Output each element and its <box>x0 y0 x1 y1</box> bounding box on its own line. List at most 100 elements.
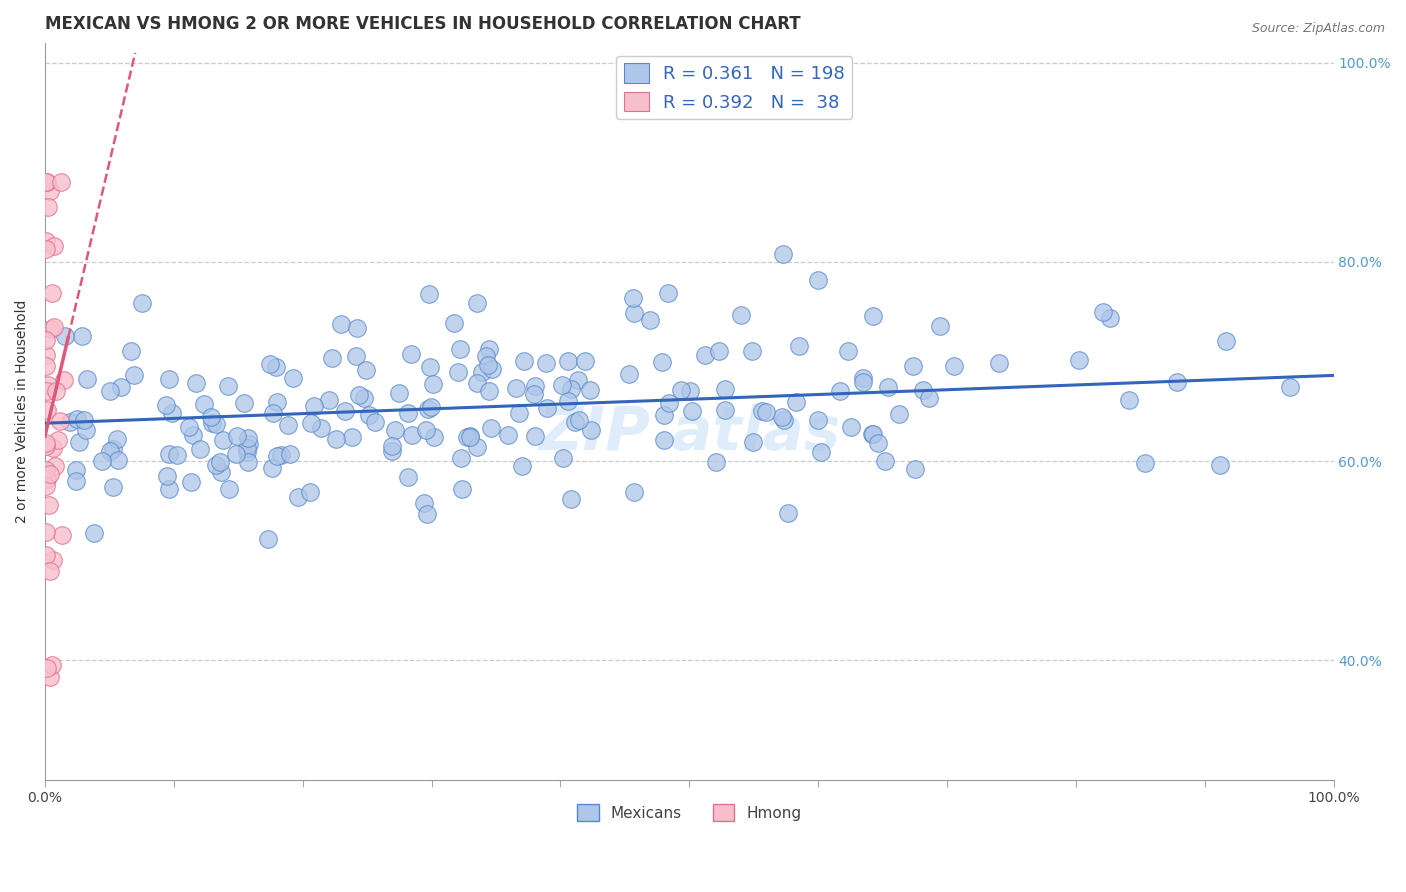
Point <box>156 469 179 483</box>
Point <box>344 349 367 363</box>
Point <box>83 526 105 541</box>
Point <box>551 378 574 392</box>
Point <box>458 429 481 443</box>
Point <box>184 376 207 391</box>
Point <box>401 428 423 442</box>
Point <box>1098 311 1121 326</box>
Point <box>807 413 830 427</box>
Point <box>217 379 239 393</box>
Point <box>505 381 527 395</box>
Point <box>342 430 364 444</box>
Point <box>238 436 260 450</box>
Point <box>852 376 875 390</box>
Point <box>35 175 58 189</box>
Point <box>770 409 793 424</box>
Point <box>124 368 146 383</box>
Point <box>73 413 96 427</box>
Text: ZIP atlas: ZIP atlas <box>538 404 841 463</box>
Point <box>704 455 727 469</box>
Point <box>302 399 325 413</box>
Point <box>211 434 233 448</box>
Point <box>225 446 247 460</box>
Point <box>873 454 896 468</box>
Point <box>262 406 284 420</box>
Point <box>1166 376 1188 390</box>
Point <box>45 384 67 399</box>
Point <box>70 329 93 343</box>
Point <box>413 496 436 510</box>
Point <box>553 450 575 465</box>
Point <box>465 376 488 391</box>
Point <box>166 448 188 462</box>
Point <box>467 296 489 310</box>
Point <box>157 483 180 497</box>
Point <box>623 484 645 499</box>
Point <box>887 407 910 421</box>
Point <box>37 661 59 675</box>
Point <box>1209 458 1232 472</box>
Point <box>419 359 441 374</box>
Point <box>180 475 202 489</box>
Point <box>942 359 965 374</box>
Point <box>49 175 72 189</box>
Point <box>75 423 97 437</box>
Point <box>37 384 59 399</box>
Point <box>447 365 470 379</box>
Point <box>264 360 287 375</box>
Point <box>59 415 82 429</box>
Point <box>298 485 321 500</box>
Point <box>51 528 73 542</box>
Point <box>120 344 142 359</box>
Point <box>205 417 228 431</box>
Point <box>354 363 377 377</box>
Point <box>65 474 87 488</box>
Point <box>456 430 478 444</box>
Point <box>42 320 65 334</box>
Point <box>100 384 122 398</box>
Point <box>283 371 305 385</box>
Point <box>422 377 444 392</box>
Point <box>523 387 546 401</box>
Point <box>41 553 63 567</box>
Point <box>364 415 387 429</box>
Point <box>524 379 547 393</box>
Point <box>34 525 56 540</box>
Point <box>578 383 600 397</box>
Point <box>329 317 352 331</box>
Point <box>34 463 56 477</box>
Point <box>862 426 884 441</box>
Point <box>876 379 898 393</box>
Point <box>904 462 927 476</box>
Point <box>226 429 249 443</box>
Point <box>49 414 72 428</box>
Point <box>418 401 440 416</box>
Point <box>416 508 439 522</box>
Point <box>810 444 832 458</box>
Point <box>508 406 530 420</box>
Point <box>266 394 288 409</box>
Point <box>35 333 58 347</box>
Point <box>208 455 231 469</box>
Point <box>98 443 121 458</box>
Point <box>481 362 503 376</box>
Point <box>162 406 184 420</box>
Point <box>105 432 128 446</box>
Point <box>1279 380 1302 394</box>
Point <box>730 308 752 322</box>
Point <box>671 383 693 397</box>
Point <box>357 409 380 423</box>
Point <box>658 396 681 410</box>
Point <box>510 458 533 473</box>
Point <box>257 532 280 546</box>
Point <box>866 436 889 450</box>
Point <box>347 388 370 402</box>
Point <box>53 328 76 343</box>
Point <box>837 343 859 358</box>
Point <box>384 423 406 437</box>
Point <box>751 404 773 418</box>
Point <box>103 442 125 456</box>
Point <box>38 498 60 512</box>
Point <box>346 321 368 335</box>
Point <box>912 383 935 397</box>
Point <box>460 430 482 444</box>
